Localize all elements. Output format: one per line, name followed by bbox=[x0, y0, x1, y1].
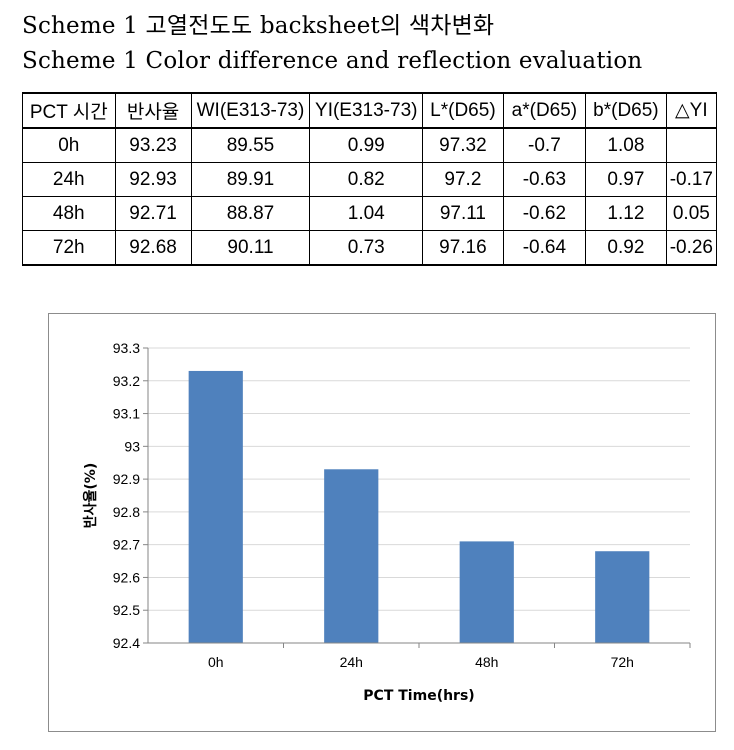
table-cell: 92.68 bbox=[114, 230, 192, 266]
table-cell: 97.2 bbox=[422, 162, 504, 197]
y-tick-label: 92.4 bbox=[113, 635, 140, 651]
table-cell: 1.04 bbox=[309, 196, 424, 231]
table-row: 72h 92.68 90.11 0.73 97.16 -0.64 0.92 -0… bbox=[22, 230, 718, 266]
y-tick-label: 93 bbox=[124, 438, 140, 454]
table-cell: 89.55 bbox=[190, 127, 311, 163]
bar-0h bbox=[188, 370, 243, 643]
table-header-row: PCT 시간 반사율 WI(E313-73) YI(E313-73) L*(D6… bbox=[22, 92, 718, 129]
table-cell: 48h bbox=[22, 196, 116, 231]
table-cell: 0.82 bbox=[309, 162, 424, 197]
y-axis-title: 반사율(%) bbox=[82, 463, 99, 528]
table-cell: 72h bbox=[22, 230, 116, 266]
header-cell: △YI bbox=[665, 92, 718, 129]
results-table: PCT 시간 반사율 WI(E313-73) YI(E313-73) L*(D6… bbox=[22, 92, 718, 266]
bar-24h bbox=[324, 469, 379, 643]
table-cell: 0.92 bbox=[585, 230, 667, 266]
table-cell: 92.71 bbox=[114, 196, 192, 231]
x-tick-label: 48h bbox=[475, 654, 498, 670]
table-row: 48h 92.71 88.87 1.04 97.11 -0.62 1.12 0.… bbox=[22, 196, 718, 231]
bars bbox=[188, 370, 650, 643]
table-cell: 0.05 bbox=[665, 196, 718, 231]
y-tick-label: 92.9 bbox=[113, 471, 140, 487]
table-cell: 92.93 bbox=[114, 162, 192, 197]
y-tick-label: 92.7 bbox=[113, 537, 140, 553]
y-tick-label: 92.8 bbox=[113, 504, 140, 520]
table-cell: 1.12 bbox=[585, 196, 667, 231]
table-cell: -0.62 bbox=[502, 196, 587, 231]
table-cell: 1.08 bbox=[585, 127, 667, 163]
chart-canvas: 92.4 92.5 92.6 92.7 92.8 92.9 93 93.1 93.2 93.3 0h… bbox=[82, 340, 691, 704]
y-tick-label: 93.3 bbox=[113, 340, 140, 356]
table-cell: 97.32 bbox=[422, 127, 504, 163]
table-cell: 97.16 bbox=[422, 230, 504, 266]
x-axis-title: PCT Time(hrs) bbox=[363, 688, 474, 704]
reflectance-chart: 92.4 92.5 92.6 92.7 92.8 92.9 93 93.1 93.2 93.3 0h… bbox=[48, 313, 716, 732]
header-cell: WI(E313-73) bbox=[190, 92, 311, 129]
bar-72h bbox=[595, 551, 650, 643]
header-cell: YI(E313-73) bbox=[309, 92, 424, 129]
table-cell: 88.87 bbox=[190, 196, 311, 231]
header-cell: b*(D65) bbox=[585, 92, 667, 129]
table-cell: 89.91 bbox=[190, 162, 311, 197]
table-cell bbox=[665, 127, 718, 163]
y-tick-label: 92.5 bbox=[113, 602, 140, 618]
table-row: 0h 93.23 89.55 0.99 97.32 -0.7 1.08 bbox=[22, 127, 718, 163]
table-cell: -0.7 bbox=[502, 127, 587, 163]
bar-48h bbox=[459, 541, 514, 643]
table-cell: 93.23 bbox=[114, 127, 192, 163]
y-tick-label: 92.6 bbox=[113, 569, 140, 585]
table-cell: -0.64 bbox=[502, 230, 587, 266]
x-tick-label: 72h bbox=[611, 654, 634, 670]
x-tick-label: 24h bbox=[340, 654, 363, 670]
table-cell: -0.17 bbox=[665, 162, 718, 197]
scheme-title-korean: Scheme 1 고열전도도 backsheet의 색차변화 bbox=[22, 13, 495, 39]
header-cell: 반사율 bbox=[114, 92, 192, 129]
scheme-title-english: Scheme 1 Color difference and reflection… bbox=[22, 48, 643, 74]
y-tick-label: 93.1 bbox=[113, 406, 140, 422]
header-cell: PCT 시간 bbox=[22, 92, 116, 129]
table-cell: -0.26 bbox=[665, 230, 718, 266]
header-cell: a*(D65) bbox=[502, 92, 587, 129]
table-cell: 0.73 bbox=[309, 230, 424, 266]
axes: 92.4 92.5 92.6 92.7 92.8 92.9 93 93.1 93.2 93.3 0h… bbox=[113, 340, 691, 670]
table-cell: -0.63 bbox=[502, 162, 587, 197]
y-tick-label: 93.2 bbox=[113, 373, 140, 389]
table-cell: 97.11 bbox=[422, 196, 504, 231]
table-cell: 0.97 bbox=[585, 162, 667, 197]
table-cell: 24h bbox=[22, 162, 116, 197]
table-row: 24h 92.93 89.91 0.82 97.2 -0.63 0.97 -0.… bbox=[22, 162, 718, 197]
x-tick-label: 0h bbox=[208, 654, 224, 670]
table-cell: 0.99 bbox=[309, 127, 424, 163]
table-cell: 90.11 bbox=[190, 230, 311, 266]
table-cell: 0h bbox=[22, 127, 116, 163]
header-cell: L*(D65) bbox=[422, 92, 504, 129]
